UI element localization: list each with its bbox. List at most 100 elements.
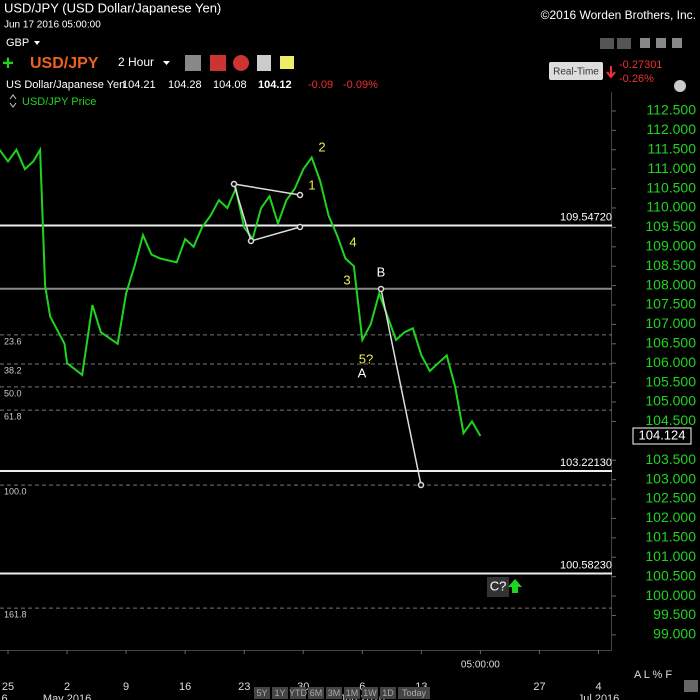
- fib-label: 50.0: [4, 388, 22, 398]
- y-tick-label: 101.000: [645, 548, 696, 564]
- tools-icon[interactable]: [185, 55, 201, 71]
- quote-row: US Dollar/Japanese Yen 104.21 104.28 104…: [6, 79, 378, 91]
- down-arrow: [606, 66, 616, 79]
- wave-label: A: [358, 365, 367, 380]
- range-button[interactable]: [308, 687, 324, 699]
- x-tick-label: 05:00:00: [461, 660, 500, 671]
- scale-buttons[interactable]: A L % F: [634, 669, 672, 681]
- y-tick-label: 109.500: [645, 218, 696, 234]
- handle: [296, 191, 304, 199]
- y-tick-label: 109.000: [645, 237, 696, 253]
- note-icon[interactable]: [280, 56, 294, 69]
- instrument-name: US Dollar/Japanese Yen: [6, 79, 125, 91]
- range-label[interactable]: Today: [402, 688, 427, 698]
- drawn-trendlines: [230, 180, 425, 489]
- add-icon[interactable]: +: [2, 52, 14, 74]
- toolbar-btn[interactable]: [672, 38, 682, 48]
- fib-label: 23.6: [4, 336, 22, 346]
- range-label[interactable]: YTD: [289, 688, 308, 698]
- month-label: 2016: [0, 693, 8, 700]
- range-label[interactable]: 1D: [382, 688, 394, 698]
- indicator-icon[interactable]: [210, 55, 226, 71]
- y-tick-label: 100.500: [645, 567, 696, 583]
- annotation-box: [487, 577, 509, 597]
- datetime: Jun 17 2016 05:00:00: [4, 20, 101, 31]
- range-button[interactable]: [362, 687, 378, 699]
- range-label[interactable]: 1W: [363, 688, 377, 698]
- toolbar-btn[interactable]: [600, 38, 614, 49]
- y-tick-label: 99.500: [653, 606, 696, 622]
- wave-label: 1: [308, 177, 315, 192]
- legend-entry: USD/JPY Price: [22, 96, 96, 108]
- fib-label: 38.2: [4, 365, 22, 375]
- y-tick-label: 112.500: [646, 102, 696, 118]
- y-tick-label: 102.500: [645, 490, 696, 506]
- y-tick-label: 111.500: [647, 140, 696, 156]
- footer: 5Y 1Y YTD 6M 3M 1M 1W 1D Today: [254, 687, 430, 699]
- y-tick-label: 103.000: [645, 470, 696, 486]
- y-tick-label: 104.500: [645, 412, 696, 428]
- y-tick-label: 106.000: [645, 354, 696, 370]
- copyright: ©2016 Worden Brothers, Inc.: [541, 8, 696, 22]
- y-tick-label: 108.500: [645, 257, 696, 273]
- expand-icon[interactable]: [9, 94, 17, 108]
- y-tick-label: 110.000: [646, 199, 696, 215]
- range-label[interactable]: 1Y: [274, 688, 285, 698]
- y-tick-label: 106.500: [645, 335, 696, 351]
- symbol[interactable]: USD/JPY: [30, 55, 99, 72]
- handle: [247, 237, 255, 245]
- fib-label: 100.0: [4, 486, 27, 496]
- calculator-icon[interactable]: [257, 55, 271, 71]
- range-button[interactable]: [254, 687, 270, 699]
- change-pct: -0.09%: [343, 79, 378, 91]
- currency[interactable]: GBP: [6, 37, 29, 49]
- dropdown-arrow: [34, 41, 40, 45]
- toolbar-btn[interactable]: [656, 38, 666, 48]
- x-tick-label: 27: [533, 681, 545, 693]
- price-level-label: 103.22130: [560, 457, 612, 469]
- y-tick-label: 108.000: [645, 276, 696, 292]
- price-level-label: 100.58230: [560, 559, 612, 571]
- range-button[interactable]: [272, 687, 288, 699]
- wave-label: 4: [349, 234, 356, 249]
- toolbar-btn[interactable]: [617, 38, 631, 49]
- x-tick-label: 25: [2, 681, 14, 693]
- wave-label: 5?: [359, 351, 373, 366]
- wave-label: B: [377, 264, 386, 279]
- wave-label: C?: [490, 578, 507, 593]
- realtime-button[interactable]: [549, 62, 603, 80]
- month-label: Jul 2016: [578, 693, 620, 700]
- palette-icon[interactable]: [674, 80, 686, 92]
- change: -0.09: [308, 79, 333, 91]
- settings-icon[interactable]: [684, 680, 698, 692]
- axis-divider: [611, 92, 612, 650]
- rt-change: -0.27301: [619, 59, 662, 71]
- range-button[interactable]: [290, 687, 306, 699]
- interval[interactable]: 2 Hour: [118, 55, 154, 69]
- last-price-label: 104.124: [639, 427, 686, 442]
- y-tick-label: 111.000: [647, 160, 696, 176]
- range-button[interactable]: [344, 687, 360, 699]
- realtime-label[interactable]: Real-Time: [553, 67, 599, 78]
- range-button[interactable]: [326, 687, 342, 699]
- toolbar-btn[interactable]: [640, 38, 650, 48]
- triangle: [233, 183, 301, 242]
- range-button[interactable]: [398, 687, 430, 699]
- range-label[interactable]: 1M: [346, 688, 359, 698]
- alarm-icon[interactable]: [233, 55, 249, 71]
- wave-label: 3: [343, 272, 350, 287]
- high: 104.28: [168, 79, 202, 91]
- range-label[interactable]: 3M: [328, 688, 341, 698]
- open: 104.21: [122, 79, 156, 91]
- up-arrow: [508, 579, 522, 593]
- axis-divider: [0, 650, 612, 651]
- range-label[interactable]: 5Y: [256, 688, 267, 698]
- rt-change-pct: -0.26%: [619, 73, 654, 85]
- y-tick-label: 110.500: [646, 179, 696, 195]
- range-label[interactable]: 6M: [310, 688, 323, 698]
- range-button[interactable]: [380, 687, 396, 699]
- x-tick-label: 6: [359, 681, 365, 693]
- x-tick-label: 4: [595, 681, 601, 693]
